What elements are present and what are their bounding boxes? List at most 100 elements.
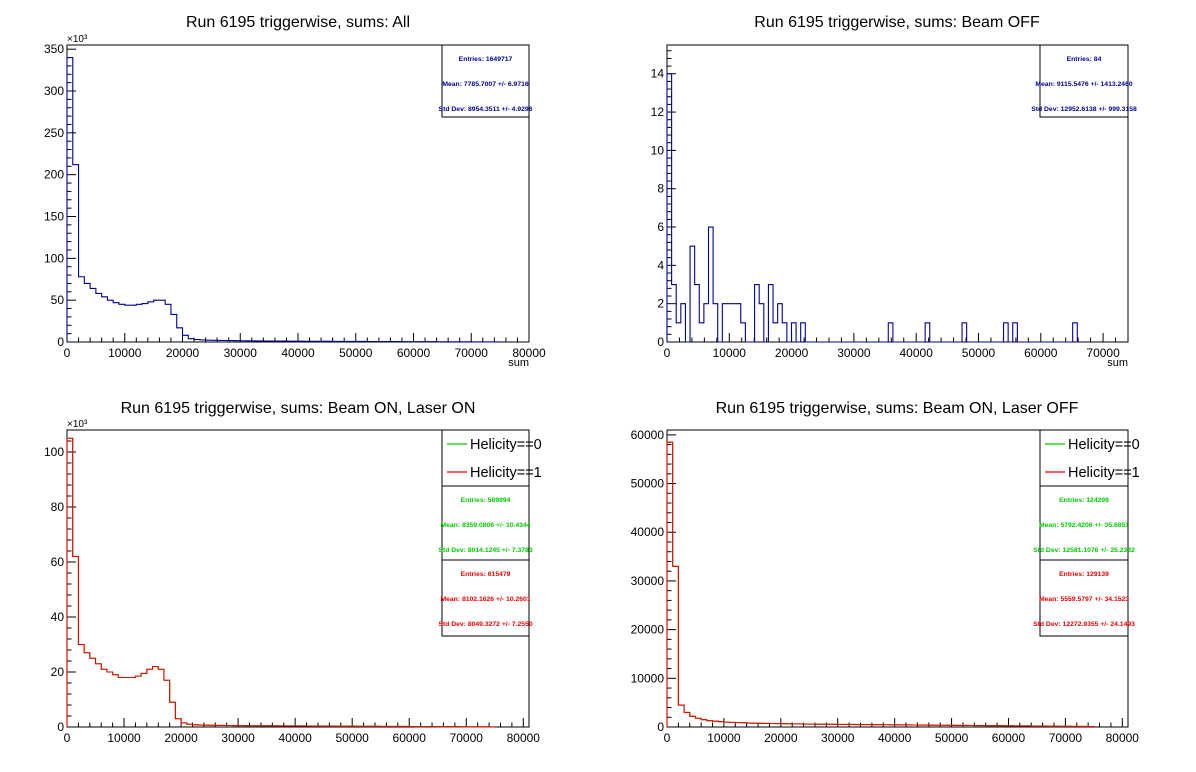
stats-std-dev: Std Dev: 12272.9355 +/- 24.1493: [1033, 621, 1135, 628]
x-tick-label: 60000: [1024, 346, 1058, 360]
x-tick-label: 50000: [335, 731, 369, 745]
panel-title: Run 6195 triggerwise, sums: Beam OFF: [754, 14, 1040, 31]
histogram-series-2: [66, 437, 496, 728]
x-tick-label: 60000: [397, 346, 431, 360]
y-tick-label: 50000: [631, 477, 665, 491]
x-tick-label: 0: [664, 346, 671, 360]
x-tick-label: 0: [64, 346, 71, 360]
stats-box: [441, 44, 530, 118]
stats-box: [1039, 485, 1129, 561]
y-tick-label: 2: [657, 297, 664, 311]
x-tick-label: 20000: [775, 346, 809, 360]
legend-box: [1039, 429, 1129, 487]
stats-mean: Mean: 5559.5797 +/- 34.1523: [1039, 596, 1129, 603]
y-tick-label: 50: [51, 293, 65, 307]
y-tick-label: 4: [657, 258, 664, 272]
y-tick-label: 0: [657, 335, 664, 349]
y-tick-label: 8: [657, 182, 664, 196]
panel-title: Run 6195 triggerwise, sums: Beam ON, Las…: [716, 400, 1079, 417]
y-tick-label: 14: [651, 67, 665, 81]
x-tick-label: 70000: [450, 731, 484, 745]
legend-entry: Helicity==1: [1068, 465, 1140, 481]
stats-box: [1039, 44, 1129, 118]
y-tick-label: 80: [51, 500, 65, 514]
stats-entries: Entries: 84: [1067, 56, 1102, 63]
x-tick-label: 80000: [512, 346, 546, 360]
stats-mean: Mean: 7785.7007 +/- 6.9716: [442, 81, 529, 88]
x-tick-label: 50000: [339, 346, 373, 360]
x-tick-label: 80000: [507, 731, 541, 745]
x-axis-label: sum: [508, 357, 529, 369]
y-tick-label: 40: [51, 610, 65, 624]
stats-mean: Mean: 8102.1626 +/- 10.2601: [440, 596, 530, 603]
histogram-series-1: [66, 437, 496, 728]
y-tick-label: 350: [44, 42, 64, 56]
x-tick-label: 30000: [224, 346, 258, 360]
y-tick-label: 60000: [631, 428, 665, 442]
stats-entries: Entries: 129139: [1059, 571, 1109, 578]
x-tick-label: 10000: [707, 731, 741, 745]
x-tick-label: 50000: [962, 346, 996, 360]
histogram-panel-4: Run 6195 triggerwise, sums: Beam ON, Las…: [631, 400, 1140, 745]
y-tick-label: 20: [51, 665, 65, 679]
legend-entry: Helicity==0: [470, 437, 542, 453]
stats-box: [441, 485, 530, 561]
y-tick-label: 100: [44, 251, 64, 265]
histogram-series-1: [66, 57, 501, 343]
y-axis-exponent: ×10³: [67, 34, 88, 45]
y-tick-label: 300: [44, 84, 64, 98]
panel-title: Run 6195 triggerwise, sums: Beam ON, Las…: [121, 400, 476, 417]
stats-std-dev: Std Dev: 8954.3511 +/- 4.9296: [439, 106, 533, 113]
stats-entries: Entries: 615479: [461, 571, 511, 578]
stats-std-dev: Std Dev: 12581.1076 +/- 25.2332: [1033, 547, 1135, 554]
panel-title: Run 6195 triggerwise, sums: All: [186, 14, 410, 31]
histogram-series-2: [666, 441, 1095, 728]
stats-entries: Entries: 589894: [461, 497, 511, 504]
x-tick-label: 30000: [821, 731, 855, 745]
x-tick-label: 10000: [713, 346, 747, 360]
y-tick-label: 0: [57, 720, 64, 734]
y-tick-label: 250: [44, 126, 64, 140]
x-tick-label: 80000: [1106, 731, 1140, 745]
y-tick-label: 100: [44, 445, 64, 459]
y-tick-label: 6: [657, 220, 664, 234]
histogram-panel-1: Run 6195 triggerwise, sums: All 0 10000 200…: [44, 14, 546, 369]
x-tick-label: 70000: [455, 346, 489, 360]
x-tick-label: 20000: [764, 731, 798, 745]
y-tick-label: 60: [51, 555, 65, 569]
y-tick-label: 200: [44, 168, 64, 182]
x-tick-label: 40000: [278, 731, 312, 745]
y-tick-label: 10000: [631, 671, 665, 685]
stats-box: [441, 559, 530, 637]
x-tick-label: 20000: [164, 731, 198, 745]
legend-entry: Helicity==1: [470, 465, 542, 481]
y-tick-label: 12: [651, 105, 665, 119]
histogram-series-1: [666, 73, 1082, 343]
x-tick-label: 70000: [1049, 731, 1083, 745]
x-tick-label: 10000: [107, 731, 141, 745]
stats-std-dev: Std Dev: 8049.3272 +/- 7.2550: [438, 621, 532, 628]
y-tick-label: 30000: [631, 574, 665, 588]
x-tick-label: 30000: [837, 346, 871, 360]
y-axis-exponent: ×10³: [67, 419, 88, 430]
stats-std-dev: Std Dev: 8014.1245 +/- 7.3783: [438, 547, 532, 554]
x-tick-label: 30000: [221, 731, 255, 745]
x-tick-label: 0: [64, 731, 71, 745]
legend-entry: Helicity==0: [1068, 437, 1140, 453]
x-tick-label: 0: [664, 731, 671, 745]
y-tick-label: 20000: [631, 623, 665, 637]
x-tick-label: 10000: [108, 346, 142, 360]
x-tick-label: 40000: [900, 346, 934, 360]
stats-mean: Mean: 5792.4206 +/- 35.6851: [1039, 522, 1129, 529]
histogram-panel-2: Run 6195 triggerwise, sums: Beam OFF 0 100…: [651, 14, 1137, 369]
y-tick-label: 150: [44, 210, 64, 224]
stats-entries: Entries: 1649717: [459, 56, 513, 63]
stats-entries: Entries: 124298: [1059, 497, 1109, 504]
x-tick-label: 60000: [393, 731, 427, 745]
x-tick-label: 20000: [166, 346, 200, 360]
x-tick-label: 50000: [935, 731, 969, 745]
stats-mean: Mean: 8359.0806 +/- 10.4344: [440, 522, 530, 529]
stats-mean: Mean: 9115.5476 +/- 1413.2460: [1035, 81, 1133, 88]
y-tick-label: 40000: [631, 525, 665, 539]
